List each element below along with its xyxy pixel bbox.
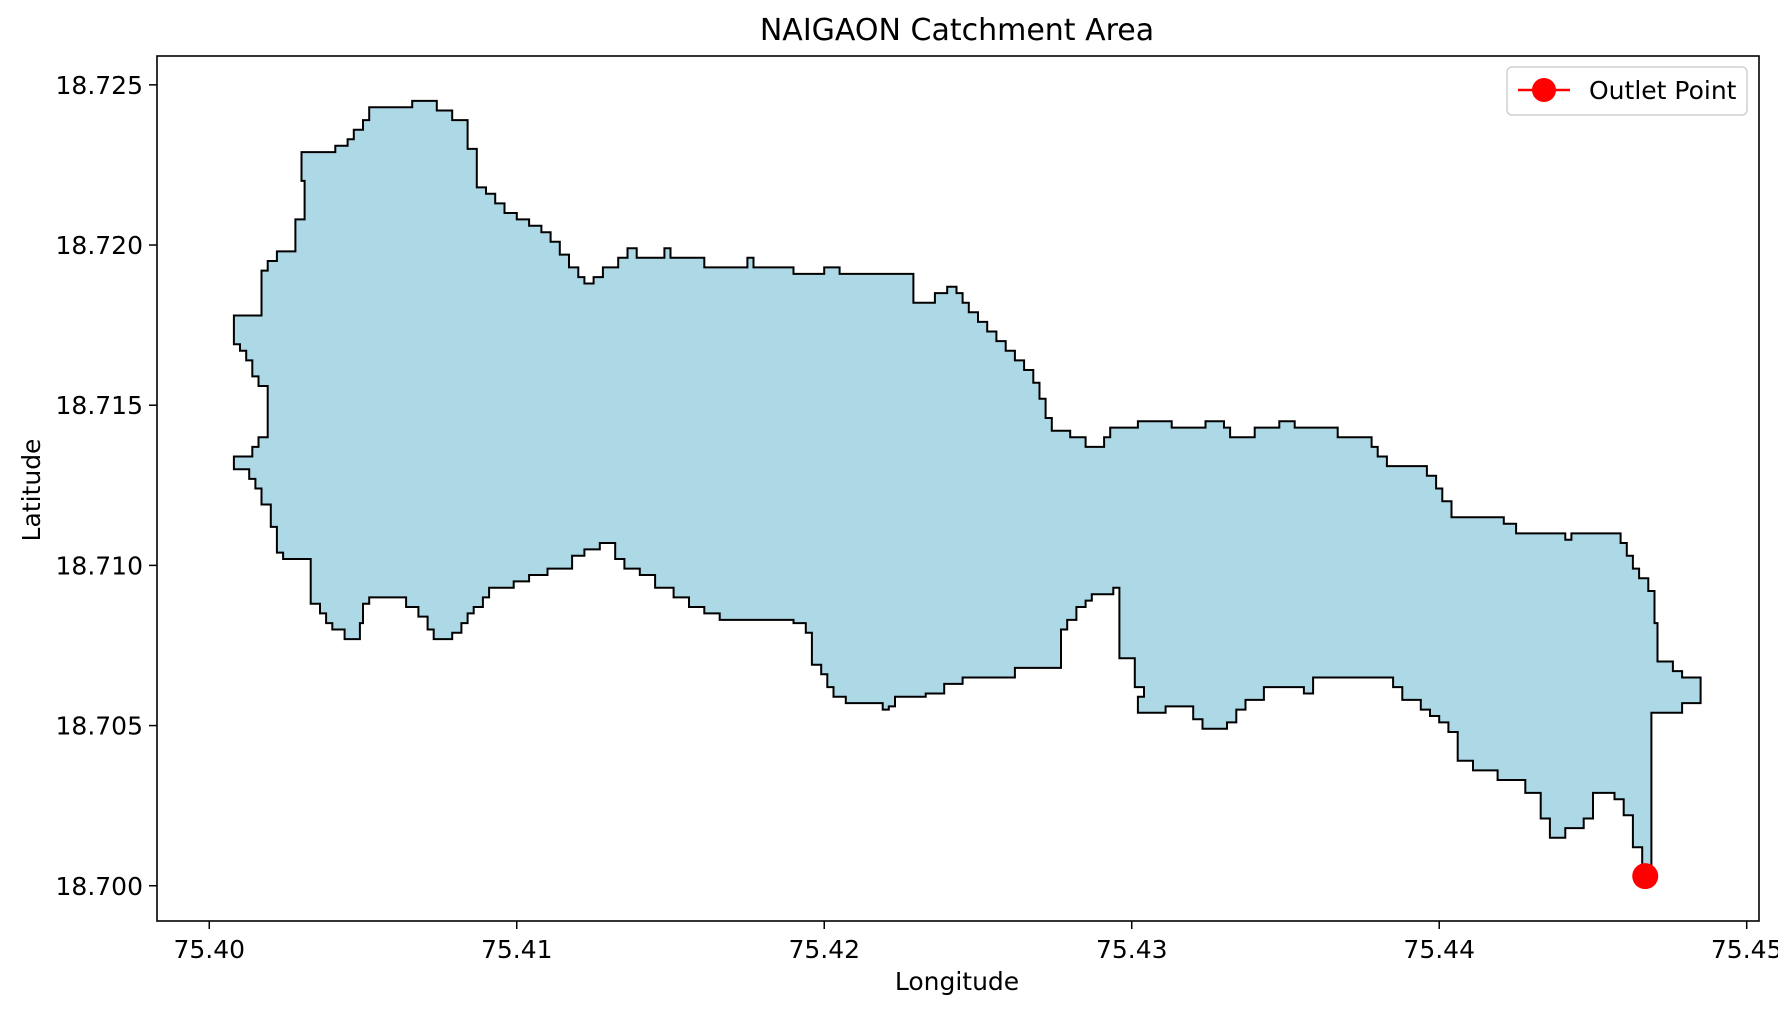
y-axis-ticks: 18.700 18.705 18.710 18.715 18.720 18.725 — [56, 71, 157, 901]
x-axis-ticks: 75.40 75.41 75.42 75.43 75.44 75.45 — [173, 921, 1778, 964]
x-tick-label: 75.40 — [173, 935, 245, 964]
x-tick-label: 75.44 — [1403, 935, 1475, 964]
y-tick-label: 18.720 — [56, 231, 143, 260]
catchment-polygon — [232, 99, 1702, 878]
y-tick-label: 18.715 — [56, 391, 143, 420]
y-axis-label: Latitude — [17, 439, 46, 542]
outlet-point-marker — [1632, 863, 1659, 890]
y-tick-label: 18.705 — [56, 712, 143, 741]
x-tick-label: 75.45 — [1711, 935, 1778, 964]
x-axis-label: Longitude — [895, 967, 1019, 996]
legend-box — [1506, 66, 1748, 116]
legend-point-marker — [1532, 78, 1556, 102]
x-tick-label: 75.43 — [1096, 935, 1168, 964]
plot-area — [232, 99, 1702, 890]
x-tick-label: 75.42 — [788, 935, 860, 964]
legend: Outlet Point — [1506, 66, 1748, 116]
y-tick-label: 18.710 — [56, 551, 143, 580]
y-tick-label: 18.725 — [56, 71, 143, 100]
y-tick-label: 18.700 — [56, 872, 143, 901]
legend-label: Outlet Point — [1589, 76, 1737, 105]
x-tick-label: 75.41 — [481, 935, 553, 964]
chart-title: NAIGAON Catchment Area — [760, 13, 1154, 48]
axes-frame — [156, 55, 1760, 922]
